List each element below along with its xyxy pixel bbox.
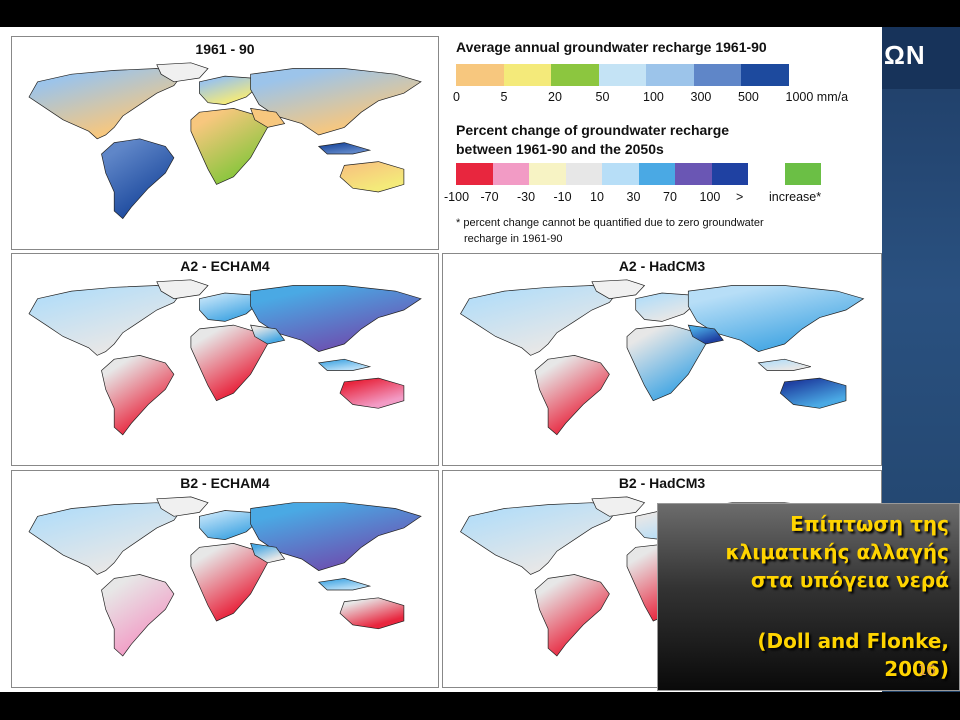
recharge-tick-label: 500: [738, 90, 759, 104]
landmass-na: [28, 502, 183, 575]
legend-footnote-line2: recharge in 1961-90: [464, 233, 563, 245]
world-map-a2-echam4: [28, 279, 422, 436]
panel-title: B2 - ECHAM4: [180, 475, 270, 491]
recharge-swatch: [503, 64, 551, 86]
page-number: 16: [918, 663, 936, 679]
change-swatch: [456, 163, 493, 185]
landmass-id: [757, 358, 811, 371]
change-swatch: [638, 163, 675, 185]
change-swatch: [565, 163, 602, 185]
panel-title: A2 - ECHAM4: [180, 258, 270, 274]
change-tick-label: 30: [626, 190, 641, 204]
landmass-sa: [101, 355, 175, 436]
change-legend-title-line1: Percent change of groundwater recharge: [456, 122, 730, 138]
panel-title: A2 - HadCM3: [618, 258, 706, 274]
recharge-swatch: [456, 64, 504, 86]
recharge-tick-label: 5: [500, 90, 508, 104]
change-swatch: [711, 163, 748, 185]
panel-title: 1961 - 90: [195, 41, 255, 57]
landmass-sa: [534, 574, 610, 657]
landmass-sa: [101, 574, 175, 657]
panel-title: B2 - HadCM3: [618, 475, 706, 491]
landmass-as: [687, 285, 865, 352]
increase-label: increase*: [769, 190, 822, 204]
landmass-gl: [156, 496, 209, 517]
legend-footnote-line1: * percent change cannot be quantified du…: [456, 217, 764, 229]
change-tick-label: 10: [590, 190, 604, 204]
recharge-tick-label: 300: [690, 90, 712, 104]
change-legend-title-line2: between 1961-90 and the 2050s: [456, 141, 664, 157]
landmass-as: [250, 68, 422, 136]
change-tick-label: -100: [444, 190, 470, 204]
recharge-tick-label: 50: [595, 90, 610, 104]
change-tick-label: >: [736, 190, 744, 204]
landmass-gl: [156, 62, 209, 83]
landmass-gl: [591, 279, 646, 300]
recharge-tick-label: 100: [643, 90, 664, 104]
landmass-me: [687, 324, 724, 345]
change-tick-label: -70: [480, 190, 499, 204]
world-map-a2-hadcm3: [460, 279, 865, 436]
landmass-me: [250, 324, 286, 345]
change-swatch: [602, 163, 639, 185]
recharge-legend-title: Average annual groundwater recharge 1961…: [456, 39, 767, 55]
slide-header-fragment: ΩΝ: [884, 40, 926, 70]
landmass-au: [339, 377, 405, 409]
landmass-as: [250, 502, 422, 571]
map-panel-1961-90: 1961 - 90: [11, 36, 439, 250]
caption-line-2: κλιματικής αλλαγής: [725, 540, 949, 564]
landmass-gl: [156, 279, 209, 300]
landmass-na: [460, 502, 619, 575]
landmass-au: [339, 161, 405, 193]
change-tick-label: -30: [517, 190, 536, 204]
recharge-tick-label: 0: [453, 90, 460, 104]
landmass-id: [317, 358, 372, 371]
landmass-eu: [199, 75, 260, 105]
recharge-swatch: [693, 64, 741, 86]
map-panel-a2-echam4: A2 - ECHAM4: [11, 253, 439, 466]
landmass-na: [28, 285, 184, 356]
landmass-na: [28, 68, 184, 140]
recharge-tick-label: 1000 mm/a: [785, 90, 849, 104]
landmass-me: [250, 542, 286, 564]
recharge-swatch: [598, 64, 646, 86]
landmass-sa: [101, 138, 175, 220]
landmass-id: [317, 142, 372, 155]
landmass-sa: [534, 355, 610, 436]
world-map-baseline: [28, 62, 422, 220]
caption-line-3: στα υπόγεια νερά: [750, 568, 949, 592]
caption-line-5: 2006): [884, 657, 949, 681]
map-legend: Average annual groundwater recharge 1961…: [443, 36, 883, 250]
recharge-swatch: [551, 64, 599, 86]
change-swatch: [492, 163, 529, 185]
map-panel-a2-hadcm3: A2 - HadCM3: [442, 253, 882, 466]
landmass-as: [250, 285, 422, 352]
change-tick-label: 100: [699, 190, 721, 204]
landmass-au: [339, 597, 405, 630]
landmass-gl: [591, 496, 646, 517]
slide-header-band: [882, 27, 960, 89]
recharge-swatch: [741, 64, 789, 86]
caption-box: Επίπτωση της κλιματικής αλλαγής στα υπόγ…: [657, 503, 960, 691]
landmass-au: [779, 377, 847, 409]
change-tick-label: -10: [553, 190, 572, 204]
landmass-me: [250, 107, 286, 128]
recharge-tick-label: 20: [548, 90, 562, 104]
increase-swatch: [785, 163, 821, 185]
change-tick-label: 70: [663, 190, 677, 204]
recharge-swatch: [646, 64, 694, 86]
landmass-eu: [635, 292, 698, 322]
caption-line-4: (Doll and Flonke,: [757, 629, 949, 653]
landmass-eu: [199, 292, 260, 322]
caption-line-1: Επίπτωση της: [790, 512, 949, 536]
change-swatch: [675, 163, 712, 185]
world-map-b2-echam4: [28, 496, 422, 657]
change-swatch: [529, 163, 566, 185]
map-panel-b2-echam4: B2 - ECHAM4: [11, 470, 439, 688]
landmass-id: [317, 578, 372, 591]
landmass-eu: [199, 510, 260, 540]
landmass-na: [460, 285, 619, 356]
